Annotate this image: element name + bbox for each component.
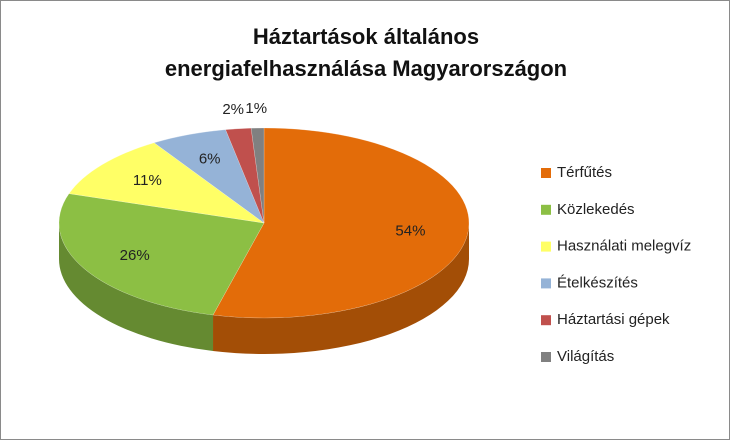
data-label: 1% bbox=[245, 100, 267, 117]
legend-swatch bbox=[541, 315, 551, 326]
slice bbox=[250, 127, 265, 224]
legend-label: Világítás bbox=[557, 348, 614, 365]
slice bbox=[58, 193, 265, 316]
data-label: 11% bbox=[133, 172, 162, 189]
data-label: 6% bbox=[199, 150, 221, 167]
slice-side bbox=[213, 223, 469, 355]
legend-swatch bbox=[541, 204, 551, 215]
legend-label: Ételkészítés bbox=[557, 274, 638, 291]
legend-label: Használati melegvíz bbox=[557, 238, 691, 255]
legend-swatch bbox=[541, 352, 551, 362]
slice bbox=[212, 127, 470, 319]
legend-label: Térfűtés bbox=[557, 164, 612, 181]
data-label: 26% bbox=[120, 247, 150, 264]
data-label: 2% bbox=[222, 101, 244, 118]
legend-swatch bbox=[541, 278, 551, 289]
legend-swatch bbox=[541, 168, 551, 178]
data-label: 54% bbox=[395, 223, 425, 240]
slice bbox=[68, 142, 265, 224]
chart-title: Háztartások általános energiafelhasználá… bbox=[164, 24, 568, 81]
legend-swatch bbox=[541, 241, 551, 252]
legend-label: Közlekedés bbox=[557, 201, 635, 218]
slice bbox=[153, 129, 265, 224]
legend-label: Háztartási gépek bbox=[557, 311, 670, 328]
slice bbox=[225, 127, 265, 224]
slice-side bbox=[58, 223, 214, 352]
